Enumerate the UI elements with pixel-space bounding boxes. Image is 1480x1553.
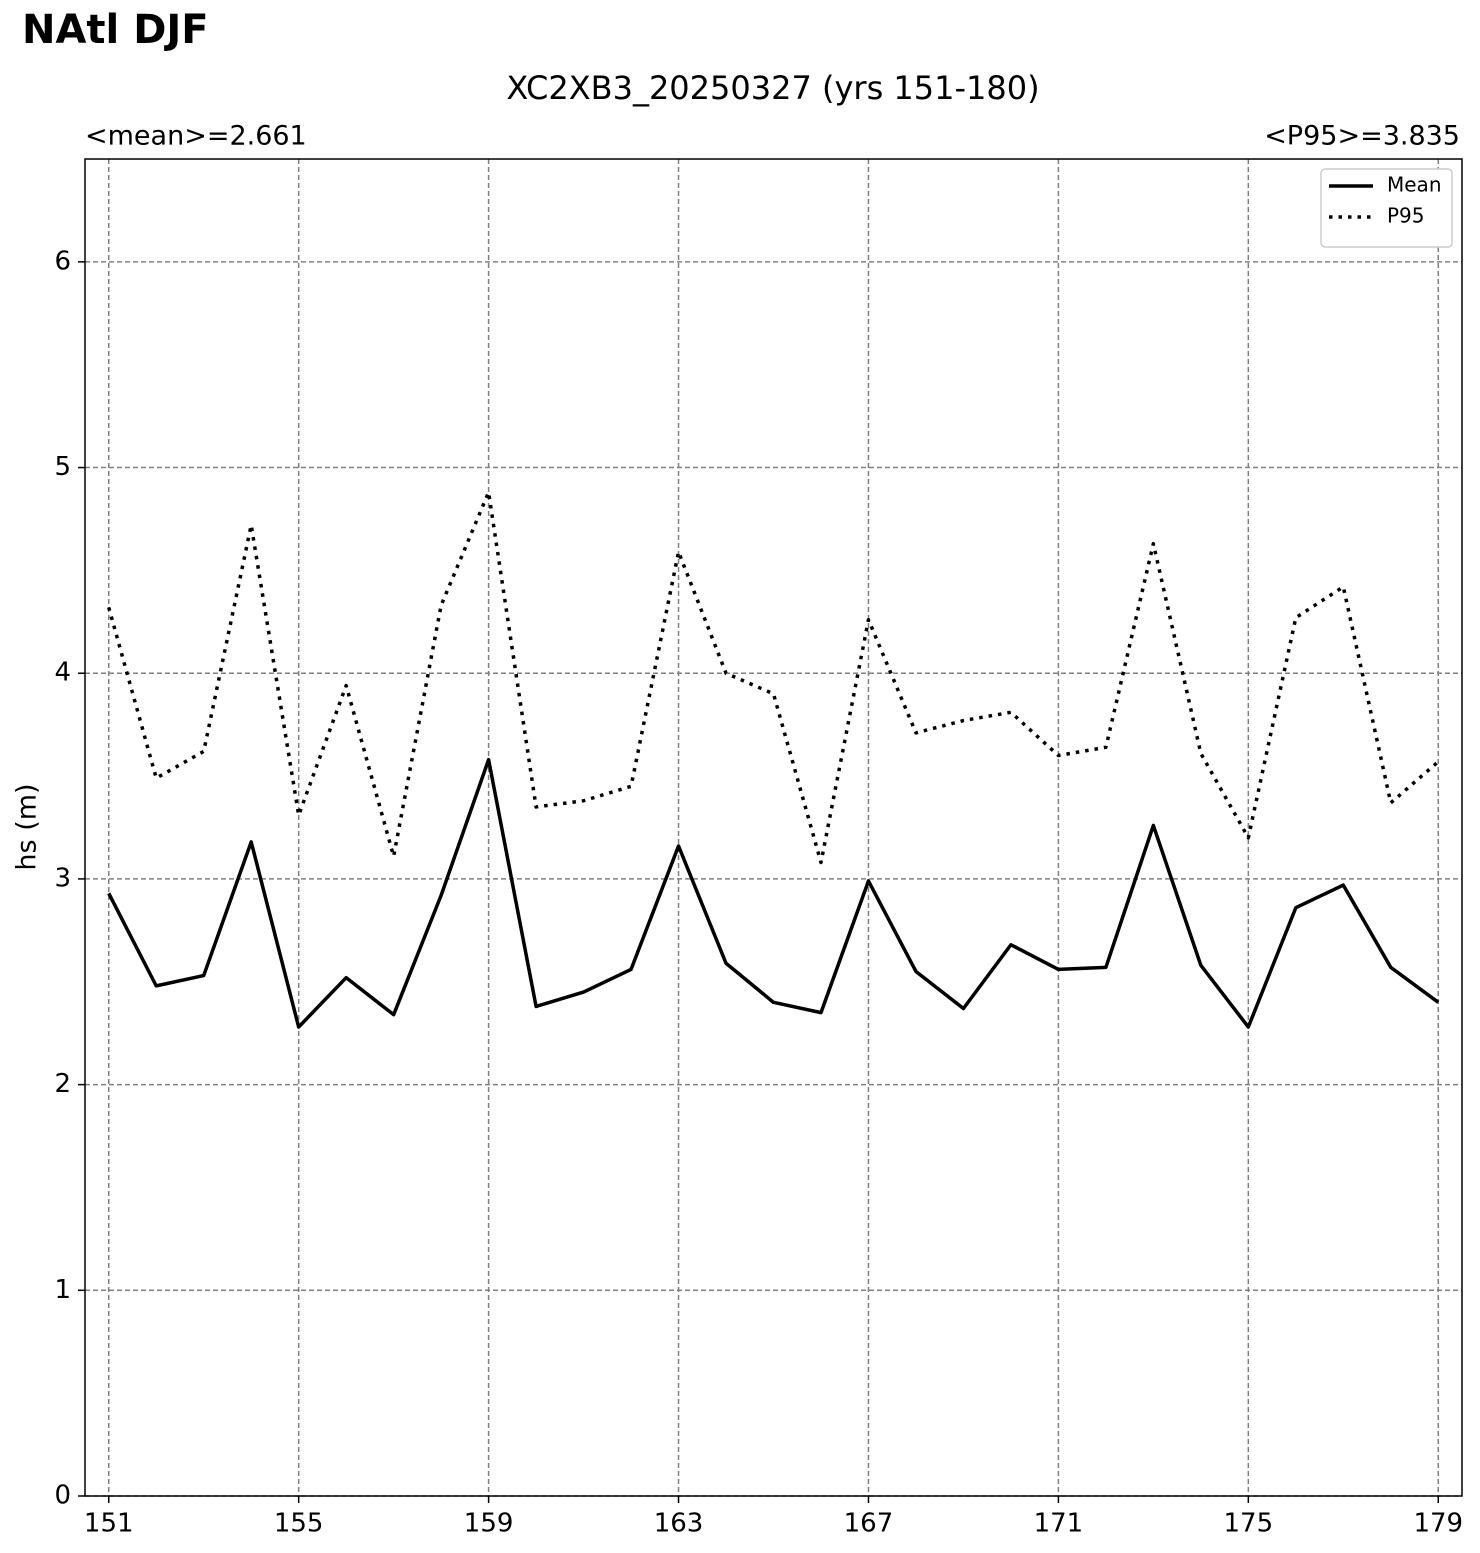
y-tick-label: 5 [54, 452, 71, 482]
x-tick-label: 163 [654, 1509, 704, 1539]
y-tick-label: 6 [54, 246, 71, 276]
x-tick-label: 167 [844, 1509, 894, 1539]
data-line [107, 490, 1440, 865]
legend-label: P95 [1387, 204, 1425, 228]
data-line [107, 757, 1440, 1029]
x-tick-label: 175 [1224, 1509, 1274, 1539]
suptitle: NAtl DJF [22, 7, 209, 53]
y-tick-label: 3 [54, 863, 71, 893]
y-axis-label: hs (m) [12, 783, 43, 870]
y-tick-label: 4 [54, 658, 71, 688]
left-title: <mean>=2.661 [85, 121, 307, 152]
x-tick-label: 159 [464, 1509, 514, 1539]
y-tick-label: 2 [54, 1069, 71, 1099]
y-tick-label: 1 [54, 1275, 71, 1305]
chart-title: XC2XB3_20250327 (yrs 151-180) [506, 69, 1039, 107]
x-tick-label: 171 [1034, 1509, 1084, 1539]
right-title: <P95>=3.835 [1264, 121, 1460, 152]
y-tick-label: 0 [54, 1481, 71, 1511]
x-tick-label: 155 [274, 1509, 324, 1539]
x-tick-label: 151 [84, 1509, 134, 1539]
plot-frame [84, 158, 1463, 1497]
legend-box [1320, 168, 1453, 248]
x-tick-label: 179 [1413, 1509, 1463, 1539]
legend-label: Mean [1387, 173, 1442, 197]
